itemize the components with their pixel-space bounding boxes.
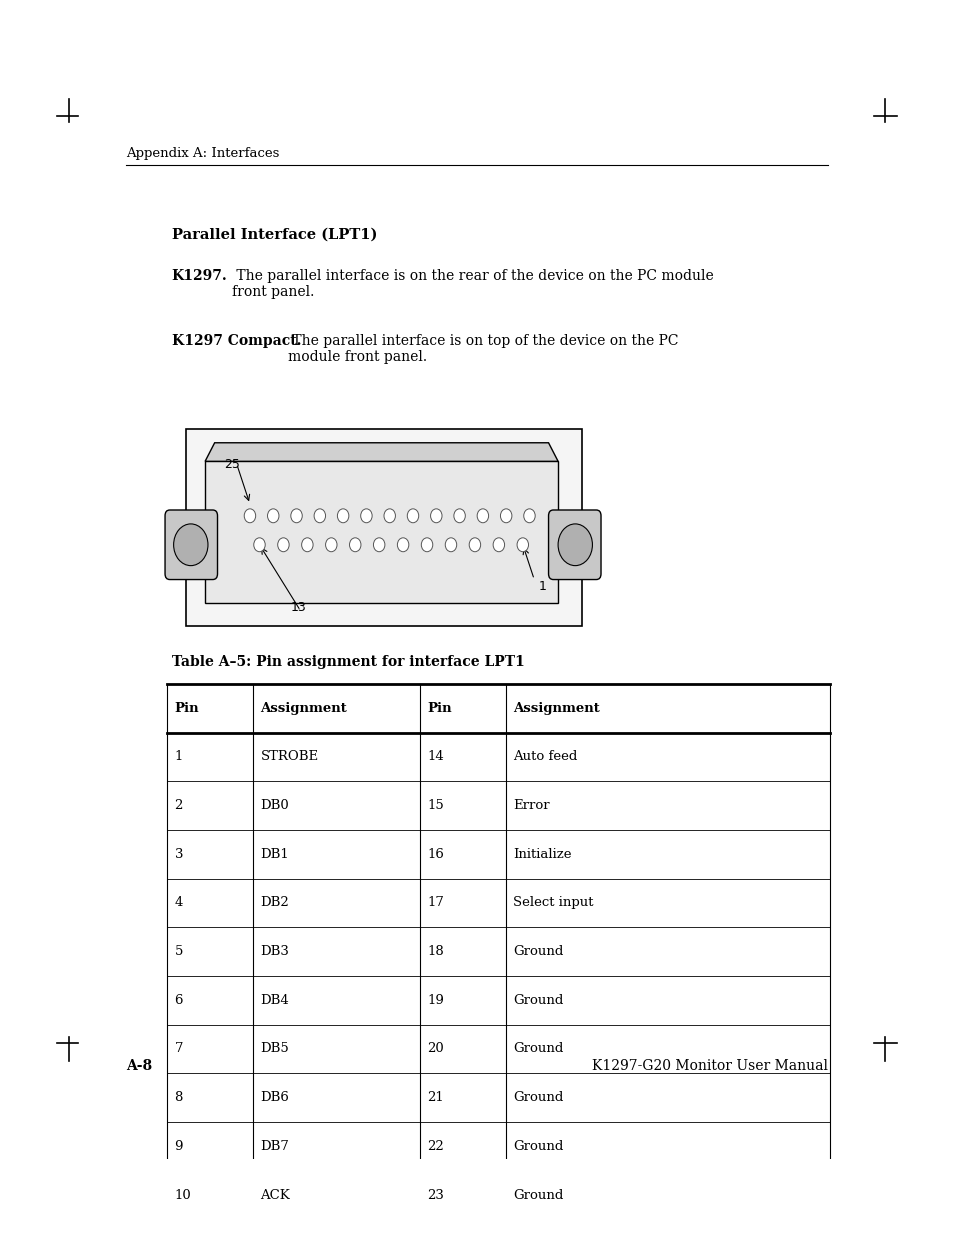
- Text: Ground: Ground: [513, 1042, 563, 1056]
- Circle shape: [349, 537, 360, 552]
- Circle shape: [314, 509, 325, 522]
- Circle shape: [173, 524, 208, 566]
- Text: DB5: DB5: [260, 1042, 289, 1056]
- Circle shape: [244, 509, 255, 522]
- Text: 25: 25: [224, 458, 240, 471]
- Circle shape: [267, 509, 278, 522]
- Text: Ground: Ground: [513, 1140, 563, 1152]
- Text: Appendix A: Interfaces: Appendix A: Interfaces: [126, 147, 279, 161]
- Text: Select input: Select input: [513, 897, 593, 909]
- Text: DB2: DB2: [260, 897, 289, 909]
- Circle shape: [558, 524, 592, 566]
- Circle shape: [493, 537, 504, 552]
- Circle shape: [476, 509, 488, 522]
- Text: 18: 18: [427, 945, 444, 958]
- Text: K1297-G20 Monitor User Manual: K1297-G20 Monitor User Manual: [592, 1060, 827, 1073]
- Text: DB7: DB7: [260, 1140, 289, 1152]
- Text: 19: 19: [427, 994, 444, 1007]
- Text: 15: 15: [427, 799, 444, 813]
- Text: 16: 16: [427, 847, 444, 861]
- Text: Error: Error: [513, 799, 549, 813]
- Circle shape: [500, 509, 512, 522]
- Text: Auto feed: Auto feed: [513, 751, 577, 763]
- Circle shape: [325, 537, 336, 552]
- Circle shape: [301, 537, 313, 552]
- Circle shape: [337, 509, 349, 522]
- Circle shape: [291, 509, 302, 522]
- Circle shape: [517, 537, 528, 552]
- Circle shape: [523, 509, 535, 522]
- Text: 8: 8: [174, 1092, 183, 1104]
- Text: Parallel Interface (LPT1): Parallel Interface (LPT1): [172, 227, 376, 241]
- Text: Pin: Pin: [174, 701, 199, 715]
- Text: 21: 21: [427, 1092, 444, 1104]
- Circle shape: [383, 509, 395, 522]
- Circle shape: [253, 537, 265, 552]
- Text: 17: 17: [427, 897, 444, 909]
- Polygon shape: [186, 429, 581, 626]
- Circle shape: [430, 509, 441, 522]
- FancyBboxPatch shape: [165, 510, 217, 579]
- Text: 3: 3: [174, 847, 183, 861]
- Text: 22: 22: [427, 1140, 444, 1152]
- Text: Table A–5: Pin assignment for interface LPT1: Table A–5: Pin assignment for interface …: [172, 655, 524, 669]
- Circle shape: [277, 537, 289, 552]
- Text: 6: 6: [174, 994, 183, 1007]
- Circle shape: [454, 509, 465, 522]
- FancyBboxPatch shape: [548, 510, 600, 579]
- Text: DB1: DB1: [260, 847, 289, 861]
- Text: 23: 23: [427, 1188, 444, 1202]
- Text: Ground: Ground: [513, 994, 563, 1007]
- Circle shape: [360, 509, 372, 522]
- Text: 4: 4: [174, 897, 183, 909]
- Text: K1297.: K1297.: [172, 269, 227, 283]
- Text: 7: 7: [174, 1042, 183, 1056]
- Circle shape: [407, 509, 418, 522]
- Text: Assignment: Assignment: [513, 701, 599, 715]
- Text: 5: 5: [174, 945, 183, 958]
- Text: A-8: A-8: [126, 1060, 152, 1073]
- Text: K1297 Compact.: K1297 Compact.: [172, 333, 301, 348]
- Text: Pin: Pin: [427, 701, 452, 715]
- Text: Ground: Ground: [513, 1188, 563, 1202]
- Polygon shape: [205, 443, 558, 462]
- Text: DB4: DB4: [260, 994, 289, 1007]
- Text: 10: 10: [174, 1188, 192, 1202]
- Text: 1: 1: [538, 579, 546, 593]
- Text: Initialize: Initialize: [513, 847, 571, 861]
- Text: 1: 1: [174, 751, 183, 763]
- Text: DB6: DB6: [260, 1092, 289, 1104]
- Circle shape: [397, 537, 409, 552]
- Circle shape: [421, 537, 433, 552]
- Text: Ground: Ground: [513, 1092, 563, 1104]
- Text: DB3: DB3: [260, 945, 289, 958]
- Text: Ground: Ground: [513, 945, 563, 958]
- Circle shape: [373, 537, 384, 552]
- Text: 13: 13: [291, 601, 307, 614]
- Text: 9: 9: [174, 1140, 183, 1152]
- Text: The parallel interface is on the rear of the device on the PC module
front panel: The parallel interface is on the rear of…: [232, 269, 713, 299]
- Text: 14: 14: [427, 751, 444, 763]
- Text: DB0: DB0: [260, 799, 289, 813]
- Text: Assignment: Assignment: [260, 701, 347, 715]
- Text: 2: 2: [174, 799, 183, 813]
- Text: 20: 20: [427, 1042, 444, 1056]
- Text: STROBE: STROBE: [260, 751, 318, 763]
- Text: ACK: ACK: [260, 1188, 290, 1202]
- Text: The parallel interface is on top of the device on the PC
module front panel.: The parallel interface is on top of the …: [288, 333, 678, 364]
- Polygon shape: [205, 462, 558, 603]
- Circle shape: [445, 537, 456, 552]
- Circle shape: [469, 537, 480, 552]
